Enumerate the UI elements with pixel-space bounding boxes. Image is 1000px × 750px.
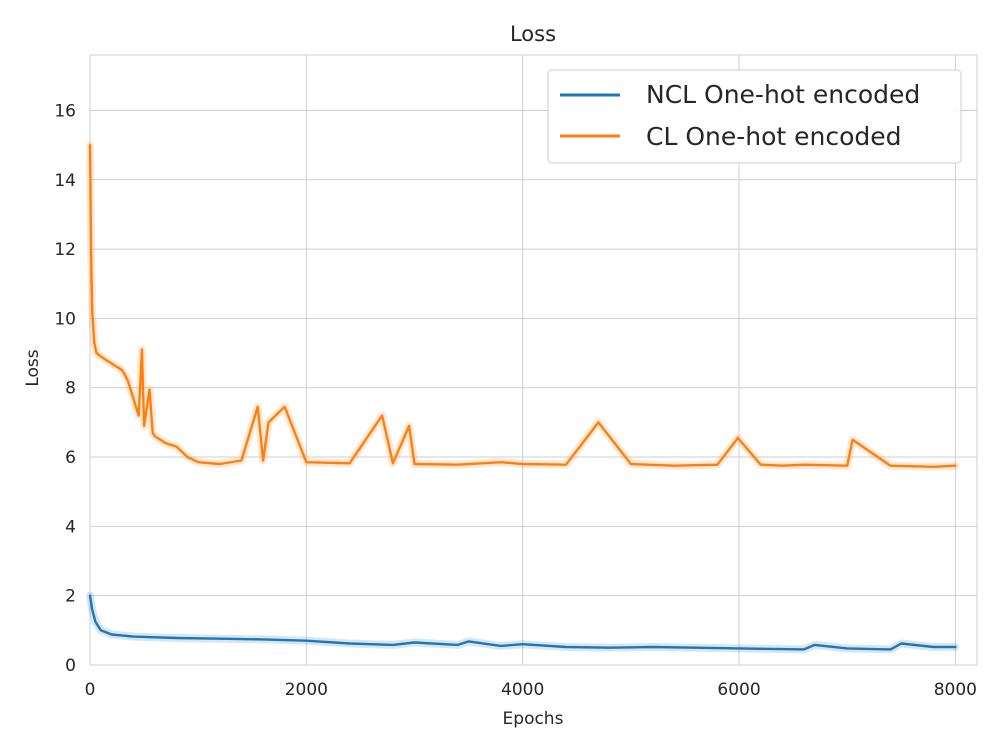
legend: NCL One-hot encoded CL One-hot encoded: [547, 69, 962, 164]
y-tick-label: 14: [54, 171, 76, 191]
legend-box: [547, 69, 962, 164]
legend-label-cl: CL One-hot encoded: [646, 122, 902, 151]
y-tick-label: 2: [65, 587, 76, 607]
x-tick-label: 0: [85, 680, 96, 700]
x-tick-label: 8000: [934, 680, 977, 700]
y-tick-label: 0: [65, 656, 76, 676]
y-tick-label: 12: [54, 240, 76, 260]
series-layer: [86, 141, 960, 654]
x-axis-title: Epochs: [503, 709, 564, 729]
y-tick-label: 16: [54, 101, 76, 121]
grid-lines: [89, 55, 977, 666]
y-tick-label: 8: [65, 379, 76, 399]
y-tick-label: 4: [65, 517, 76, 537]
x-tick-label: 4000: [501, 680, 544, 700]
y-tick-label: 10: [54, 309, 76, 329]
series-line-cl: [88, 143, 957, 468]
x-tick-label: 6000: [717, 680, 760, 700]
x-tick-label: 2000: [285, 680, 328, 700]
legend-label-ncl: NCL One-hot encoded: [646, 80, 920, 109]
series-line-ncl: [88, 594, 957, 651]
chart-title: Loss: [510, 22, 556, 46]
y-axis-title: Loss: [23, 349, 43, 386]
y-tick-label: 6: [65, 448, 76, 468]
tick-labels: 0 2000 4000 6000 8000 0 2 4 6 8 10 12 14 16: [54, 101, 977, 700]
